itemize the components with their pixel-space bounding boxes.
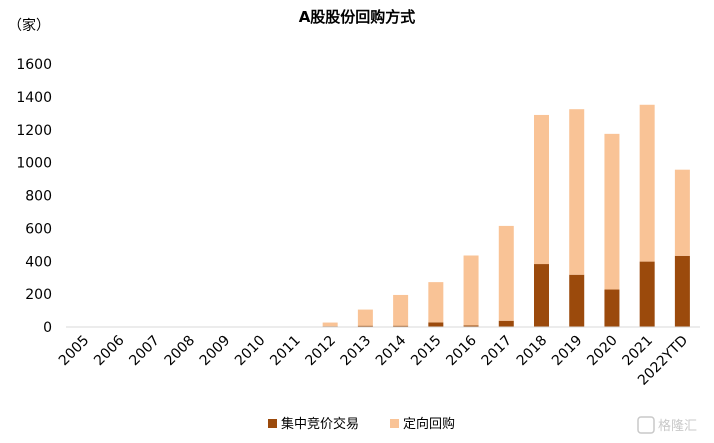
bar-segment-series2 <box>498 225 514 321</box>
bar-segment-series2 <box>463 255 479 326</box>
x-tick-label: 2013 <box>338 333 375 370</box>
watermark: 格隆汇 <box>637 416 697 434</box>
bar-segment-series1 <box>498 320 514 327</box>
watermark-logo-icon <box>637 416 655 434</box>
x-tick-label: 2020 <box>584 333 621 370</box>
y-axis: 0 200 400 600 800 1000 1200 1400 1600 <box>16 57 52 336</box>
x-tick-label: 2007 <box>126 333 163 370</box>
x-tick-label: 2011 <box>267 333 304 370</box>
y-tick-label: 1000 <box>16 156 52 172</box>
bar-area <box>287 104 690 327</box>
chart-title: A股股份回购方式 <box>299 8 416 26</box>
bar-segment-series1 <box>357 325 373 327</box>
bar-segment-series2 <box>604 133 620 290</box>
y-tick-label: 400 <box>25 254 52 270</box>
legend-label: 集中竞价交易 <box>281 416 359 432</box>
bar-segment-series1 <box>569 274 585 327</box>
bar-segment-series2 <box>428 282 444 323</box>
legend-swatch <box>268 419 277 428</box>
x-tick-label: 2009 <box>197 333 234 370</box>
bar-segment-series2 <box>674 169 690 256</box>
watermark-text: 格隆汇 <box>658 418 697 434</box>
bar-segment-series2 <box>639 104 655 262</box>
y-tick-label: 1200 <box>16 123 52 139</box>
bar-segment-series1 <box>428 322 444 327</box>
bar-segment-series2 <box>357 309 373 326</box>
legend-swatch <box>390 419 399 428</box>
y-tick-label: 600 <box>25 221 52 237</box>
bar-segment-series1 <box>393 325 409 327</box>
y-tick-label: 0 <box>43 320 52 336</box>
x-tick-label: 2017 <box>479 333 516 370</box>
bar-segment-series1 <box>639 261 655 327</box>
x-tick-label: 2008 <box>162 333 199 370</box>
legend-label: 定向回购 <box>403 416 455 432</box>
y-tick-label: 1400 <box>16 90 52 106</box>
bar-segment-series2 <box>569 109 585 275</box>
x-tick-label: 2015 <box>408 333 445 370</box>
x-tick-label: 2018 <box>514 333 551 370</box>
x-tick-label: 2016 <box>443 332 480 369</box>
x-tick-label: 2006 <box>91 332 128 369</box>
y-tick-label: 200 <box>25 287 52 303</box>
x-tick-label: 2014 <box>373 332 410 369</box>
x-tick-label: 2005 <box>56 333 93 370</box>
bar-segment-series1 <box>534 264 549 327</box>
bar-segment-series1 <box>674 255 690 327</box>
y-tick-label: 800 <box>25 189 52 205</box>
y-tick-label: 1600 <box>16 57 52 73</box>
bar-segment-series1 <box>463 325 479 327</box>
bar-segment-series2 <box>393 294 409 326</box>
bar-segment-series2 <box>534 114 549 265</box>
y-unit-label: （家） <box>8 17 50 34</box>
x-tick-label: 2019 <box>549 333 586 370</box>
legend: 集中竞价交易 定向回购 <box>268 416 455 432</box>
x-tick-label: 2012 <box>302 333 339 370</box>
x-tick-label: 2010 <box>232 333 269 370</box>
x-axis: 2005200620072008200920102011201220132014… <box>56 332 691 388</box>
bar-segment-series2 <box>322 322 338 327</box>
bar-segment-series1 <box>604 289 620 327</box>
